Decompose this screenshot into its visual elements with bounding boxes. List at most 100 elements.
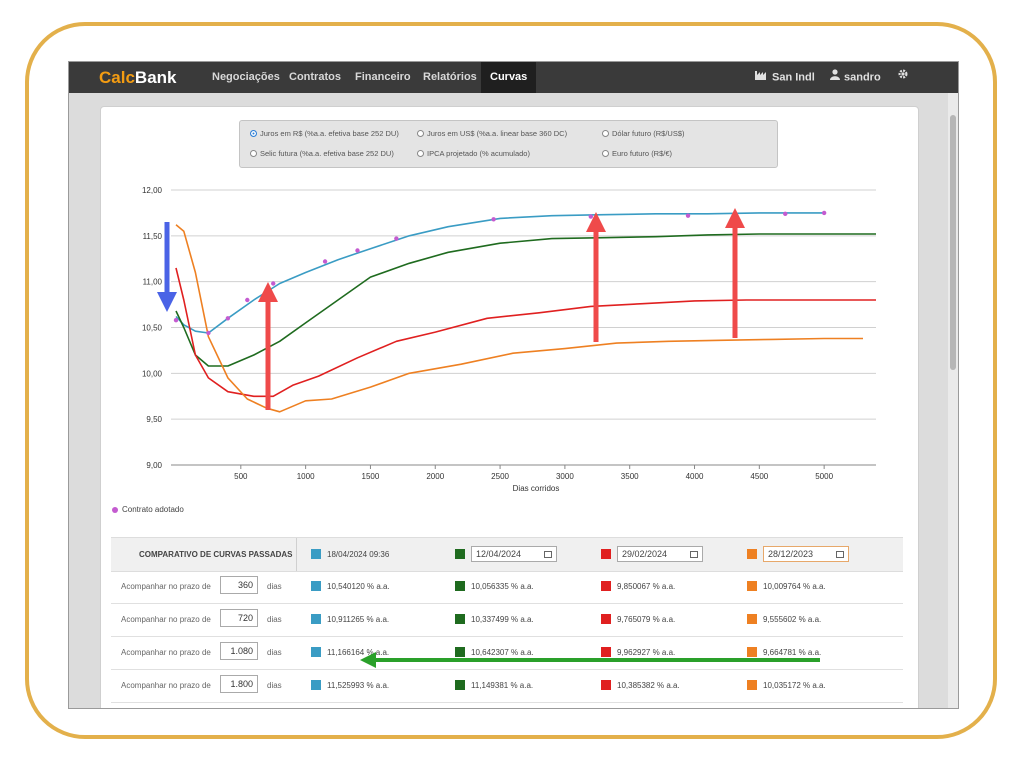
days-input[interactable]: 360: [220, 576, 258, 594]
date-input-curve-4[interactable]: 28/12/2023: [763, 546, 849, 562]
x-tick-label: 5000: [815, 472, 833, 481]
logo-calc-text: Calc: [99, 68, 135, 87]
series-swatch: [455, 549, 465, 559]
series-swatch: [311, 647, 321, 657]
factory-icon: [755, 62, 768, 93]
rate-cell: 11,166164 % a.a.: [311, 647, 389, 657]
series-swatch: [601, 549, 611, 559]
option-juros-rs[interactable]: Juros em R$ (%a.a. efetiva base 252 DU): [250, 129, 399, 138]
series-swatch: [601, 614, 611, 624]
adopted-contract-point: [491, 217, 496, 222]
nav-financeiro[interactable]: Financeiro: [355, 71, 411, 83]
series-swatch: [455, 647, 465, 657]
adopted-contract-point: [245, 297, 250, 303]
radio-selic-futura[interactable]: [250, 150, 257, 157]
rate-cell: 11,149381 % a.a.: [455, 680, 533, 690]
series-swatch: [311, 614, 321, 624]
gear-icon: [897, 62, 909, 93]
x-tick-label: 1000: [297, 472, 315, 481]
series-swatch: [311, 680, 321, 690]
header-curve-2: 12/04/2024: [455, 546, 557, 562]
days-input[interactable]: 1.080: [220, 642, 258, 660]
company-menu[interactable]: San Indl: [755, 62, 815, 93]
adopted-contract-point: [394, 236, 399, 241]
row-label: Acompanhar no prazo de: [121, 648, 211, 657]
app-logo[interactable]: CalcBank: [99, 68, 177, 88]
x-tick-label: 500: [234, 472, 248, 481]
y-tick-label: 11,50: [143, 232, 163, 241]
header-curve-4: 28/12/2023: [747, 546, 849, 562]
yield-curve-chart: 12,00 11,50 11,00 10,50 10,00 9,50 9,00 500 1000…: [142, 186, 876, 493]
calendar-icon[interactable]: [690, 550, 698, 558]
rate-cell: 9,850067 % a.a.: [601, 581, 675, 591]
series-swatch: [311, 581, 321, 591]
rate-cell: 9,765079 % a.a.: [601, 614, 675, 624]
rate-value: 9,962927 % a.a.: [617, 647, 676, 657]
option-dolar-futuro[interactable]: Dólar futuro (R$/US$): [602, 129, 685, 138]
rate-cell: 9,664781 % a.a.: [747, 647, 821, 657]
days-unit: dias: [267, 648, 282, 657]
option-ipca[interactable]: IPCA projetado (% acumulado): [417, 149, 530, 158]
option-selic-futura[interactable]: Selic futura (%a.a. efetiva base 252 DU): [250, 149, 394, 158]
adopted-contract-point: [588, 214, 594, 219]
series-line-4: [175, 224, 863, 413]
rate-value: 11,149381 % a.a.: [471, 680, 534, 690]
option-label: Selic futura (%a.a. efetiva base 252 DU): [260, 149, 394, 158]
rate-cell: 10,009764 % a.a.: [747, 581, 826, 591]
adopted-contract-point: [685, 213, 691, 218]
current-curve-date: 18/04/2024 09:36: [327, 549, 390, 559]
y-tick-label: 11,00: [143, 278, 163, 287]
radio-ipca[interactable]: [417, 150, 424, 157]
days-input[interactable]: 1.800: [220, 675, 258, 693]
days-unit: dias: [267, 681, 282, 690]
table-row: Acompanhar no prazo de 720 dias 10,911265 %…: [111, 603, 903, 637]
radio-euro-futuro[interactable]: [602, 150, 609, 157]
radio-dolar-futuro[interactable]: [602, 130, 609, 137]
x-tick-label: 4500: [750, 472, 768, 481]
curves-panel: Juros em R$ (%a.a. efetiva base 252 DU) …: [100, 106, 919, 708]
row-label: Acompanhar no prazo de: [121, 681, 211, 690]
comparison-header: COMPARATIVO DE CURVAS PASSADAS 18/04/202…: [111, 537, 903, 572]
vertical-scrollbar[interactable]: [948, 93, 958, 708]
chart-legend: Contrato adotado: [112, 505, 184, 514]
x-tick-label: 1500: [362, 472, 380, 481]
rate-value: 9,555602 % a.a.: [763, 614, 822, 624]
radio-juros-usd[interactable]: [417, 130, 424, 137]
nav-curvas[interactable]: Curvas: [481, 62, 537, 93]
calendar-icon[interactable]: [836, 550, 844, 558]
rate-cell: 9,962927 % a.a.: [601, 647, 675, 657]
series-swatch: [747, 549, 757, 559]
table-row: Acompanhar no prazo de 1.800 dias 11,525993…: [111, 669, 903, 703]
date-input-curve-3[interactable]: 29/02/2024: [617, 546, 703, 562]
y-tick-label: 9,50: [146, 415, 162, 424]
scrollbar-thumb[interactable]: [950, 115, 956, 370]
series-swatch: [455, 614, 465, 624]
y-tick-label: 10,00: [142, 369, 163, 378]
user-name: sandro: [844, 71, 881, 84]
rate-cell: 9,555602 % a.a.: [747, 614, 821, 624]
rate-cell: 10,056335 % a.a.: [455, 581, 534, 591]
series-swatch: [747, 614, 757, 624]
y-tick-label: 12,00: [142, 186, 163, 195]
date-value: 28/12/2023: [768, 549, 814, 559]
series-line-3: [175, 267, 876, 398]
option-euro-futuro[interactable]: Euro futuro (R$/€): [602, 149, 672, 158]
nav-negociacoes[interactable]: Negociações: [212, 71, 280, 83]
comparison-title: COMPARATIVO DE CURVAS PASSADAS: [139, 550, 293, 559]
option-juros-usd[interactable]: Juros em US$ (%a.a. linear base 360 DC): [417, 129, 567, 138]
rate-value: 10,385382 % a.a.: [617, 680, 680, 690]
adopted-contract-point: [355, 248, 360, 253]
nav-relatorios[interactable]: Relatórios: [423, 71, 477, 83]
date-value: 12/04/2024: [476, 549, 522, 559]
days-input[interactable]: 720: [220, 609, 258, 627]
legend-adopted-label: Contrato adotado: [122, 505, 184, 514]
calendar-icon[interactable]: [544, 550, 552, 558]
rate-value: 9,664781 % a.a.: [763, 647, 822, 657]
date-input-curve-2[interactable]: 12/04/2024: [471, 546, 557, 562]
user-menu[interactable]: sandro: [830, 62, 881, 93]
rate-value: 10,911265 % a.a.: [327, 614, 390, 624]
settings-button[interactable]: [897, 62, 909, 93]
radio-juros-rs[interactable]: [250, 130, 257, 137]
header-current-curve: 18/04/2024 09:36: [311, 549, 389, 559]
nav-contratos[interactable]: Contratos: [289, 71, 341, 83]
